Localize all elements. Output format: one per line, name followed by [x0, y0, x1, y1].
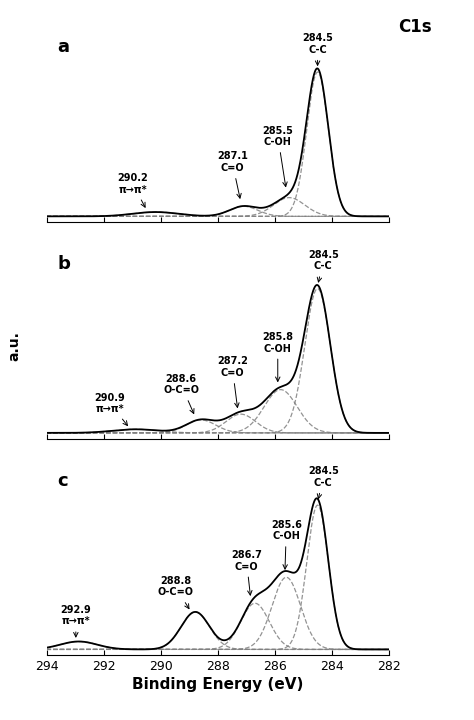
Text: b: b: [58, 255, 71, 273]
Text: 288.6
O-C=O: 288.6 O-C=O: [163, 374, 199, 413]
X-axis label: Binding Energy (eV): Binding Energy (eV): [132, 678, 304, 692]
Text: 290.9
π→π*: 290.9 π→π*: [95, 392, 128, 426]
Text: 285.5
C-OH: 285.5 C-OH: [262, 125, 293, 186]
Text: C1s: C1s: [398, 18, 432, 36]
Text: a: a: [58, 38, 70, 56]
Text: 284.5
C-C: 284.5 C-C: [308, 250, 339, 282]
Text: 284.5
C-C: 284.5 C-C: [308, 467, 339, 498]
Text: c: c: [58, 472, 68, 490]
Text: 287.2
C=O: 287.2 C=O: [217, 356, 248, 408]
Text: 292.9
π→π*: 292.9 π→π*: [61, 605, 91, 637]
Text: 290.2
π→π*: 290.2 π→π*: [118, 173, 148, 207]
Text: 288.8
O-C=O: 288.8 O-C=O: [157, 576, 193, 608]
Text: 286.7
C=O: 286.7 C=O: [231, 550, 262, 595]
Text: 285.6
C-OH: 285.6 C-OH: [271, 520, 302, 569]
Text: 285.8
C-OH: 285.8 C-OH: [262, 332, 293, 382]
Text: 287.1
C=O: 287.1 C=O: [217, 151, 248, 198]
Text: 284.5
C-C: 284.5 C-C: [302, 33, 333, 66]
Text: a.u.: a.u.: [7, 330, 21, 361]
